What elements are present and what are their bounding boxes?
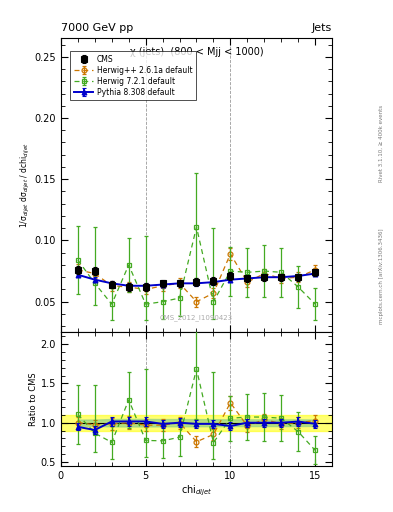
Y-axis label: Ratio to CMS: Ratio to CMS: [29, 372, 38, 426]
Text: Jets: Jets: [312, 23, 332, 33]
Text: mcplots.cern.ch [arXiv:1306.3436]: mcplots.cern.ch [arXiv:1306.3436]: [379, 229, 384, 324]
Text: χ (jets)  (800 < Mjj < 1000): χ (jets) (800 < Mjj < 1000): [130, 47, 263, 57]
Bar: [61, 415, 332, 431]
Text: CMS_2012_I1090423: CMS_2012_I1090423: [160, 314, 233, 321]
Legend: CMS, Herwig++ 2.6.1a default, Herwig 7.2.1 default, Pythia 8.308 default: CMS, Herwig++ 2.6.1a default, Herwig 7.2…: [70, 51, 196, 100]
X-axis label: chi$_{dijet}$: chi$_{dijet}$: [181, 483, 212, 498]
Text: 7000 GeV pp: 7000 GeV pp: [61, 23, 133, 33]
Y-axis label: 1/σ$_{dijet}$ dσ$_{dijet}$ / dchi$_{dijet}$: 1/σ$_{dijet}$ dσ$_{dijet}$ / dchi$_{dije…: [18, 142, 32, 228]
Text: Rivet 3.1.10, ≥ 400k events: Rivet 3.1.10, ≥ 400k events: [379, 105, 384, 182]
